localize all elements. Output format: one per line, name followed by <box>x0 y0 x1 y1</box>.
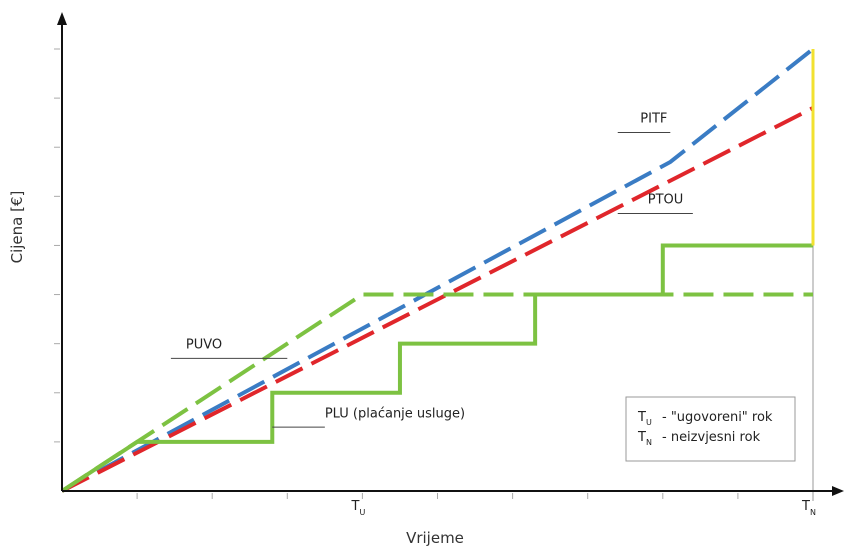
x-tick-label-0: TU <box>350 499 365 517</box>
series-label-2: PUVO <box>186 338 222 353</box>
x-axis-title: Vrijeme <box>406 529 464 547</box>
x-axis-arrow <box>832 486 844 496</box>
series-line-0 <box>61 47 815 493</box>
series-label-3: PLU (plaćanje usluge) <box>325 406 465 421</box>
y-axis-arrow <box>57 12 67 25</box>
legend-text-1: - neizvjesni rok <box>662 430 761 445</box>
legend-symbol-1: TN <box>637 430 652 447</box>
y-axis-title: Cijena [€] <box>8 191 26 264</box>
legend-text-0: - "ugovoreni" rok <box>662 410 773 425</box>
series-line-2 <box>60 292 813 493</box>
series-label-1: PTOU <box>648 193 684 208</box>
legend-symbol-0: TU <box>637 410 652 427</box>
series-line-3 <box>60 243 813 493</box>
x-tick-label-1: TN <box>801 499 816 517</box>
legend-box <box>625 396 796 462</box>
series-label-0: PITF <box>640 112 667 127</box>
series-line-1 <box>61 106 814 493</box>
